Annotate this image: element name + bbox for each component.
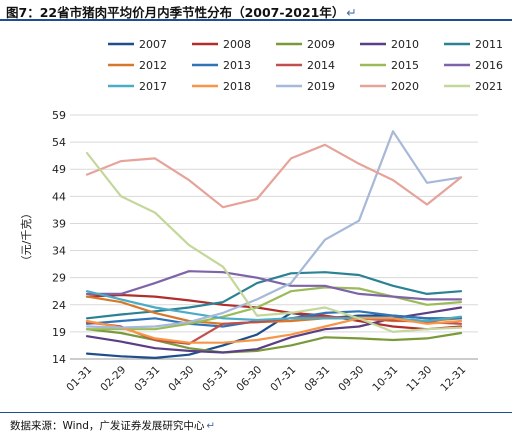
legend-label: 2013 <box>223 59 251 72</box>
x-tick-label: 11-30 <box>404 364 434 394</box>
x-tick-label: 04-30 <box>166 364 196 394</box>
x-tick-label: 07-31 <box>268 364 298 394</box>
series-line-2008 <box>85 293 463 331</box>
x-tick-label: 08-31 <box>302 364 332 394</box>
legend-label: 2008 <box>223 38 251 51</box>
legend-label: 2011 <box>475 38 503 51</box>
x-tick-label: 03-31 <box>132 364 162 394</box>
legend-label: 2009 <box>307 38 335 51</box>
series-line-2021 <box>85 151 463 333</box>
series-line-2019 <box>85 130 463 329</box>
y-tick-label: 49 <box>52 163 66 176</box>
legend-label: 2020 <box>391 80 419 93</box>
legend-label: 2021 <box>475 80 503 93</box>
source-rule <box>0 412 512 413</box>
legend-label: 2007 <box>139 38 167 51</box>
y-tick-label: 59 <box>52 109 66 122</box>
series-line-2010 <box>85 306 463 354</box>
y-axis-label: （元/千克） <box>20 208 33 267</box>
figure-title: 图7：22省市猪肉平均价月内季节性分布（2007-2021年） ↵ <box>6 5 357 20</box>
legend-label: 2016 <box>475 59 503 72</box>
legend-label: 2010 <box>391 38 419 51</box>
x-tick-label: 06-30 <box>234 364 264 394</box>
x-tick-label: 10-31 <box>370 364 400 394</box>
legend-label: 2017 <box>139 80 167 93</box>
legend-label: 2015 <box>391 59 419 72</box>
y-tick-label: 29 <box>52 272 66 285</box>
y-tick-label: 34 <box>52 245 66 258</box>
series-line-2009 <box>85 328 463 354</box>
y-tick-label: 39 <box>52 217 66 230</box>
series-line-2018 <box>85 317 463 344</box>
legend-label: 2014 <box>307 59 335 72</box>
legend-label: 2012 <box>139 59 167 72</box>
series-line-2016 <box>85 270 463 301</box>
y-tick-label: 54 <box>52 136 66 149</box>
y-tick-label: 14 <box>52 353 66 366</box>
x-tick-label: 05-31 <box>200 364 230 394</box>
x-tick-label: 01-31 <box>64 364 94 394</box>
x-tick-label: 02-29 <box>98 364 128 394</box>
y-tick-label: 44 <box>52 190 66 203</box>
y-tick-label: 24 <box>52 299 66 312</box>
series-line-2020 <box>85 143 463 209</box>
paragraph-mark: ↵ <box>346 5 357 20</box>
y-tick-label: 19 <box>52 326 66 339</box>
x-tick-label: 12-31 <box>438 364 468 394</box>
x-tick-label: 09-30 <box>336 364 366 394</box>
title-rule <box>0 19 512 21</box>
legend-label: 2018 <box>223 80 251 93</box>
source-note: 数据来源：Wind，广发证券发展研究中心 ↵ <box>10 420 216 432</box>
legend-label: 2019 <box>307 80 335 93</box>
paragraph-mark: ↵ <box>206 420 216 432</box>
